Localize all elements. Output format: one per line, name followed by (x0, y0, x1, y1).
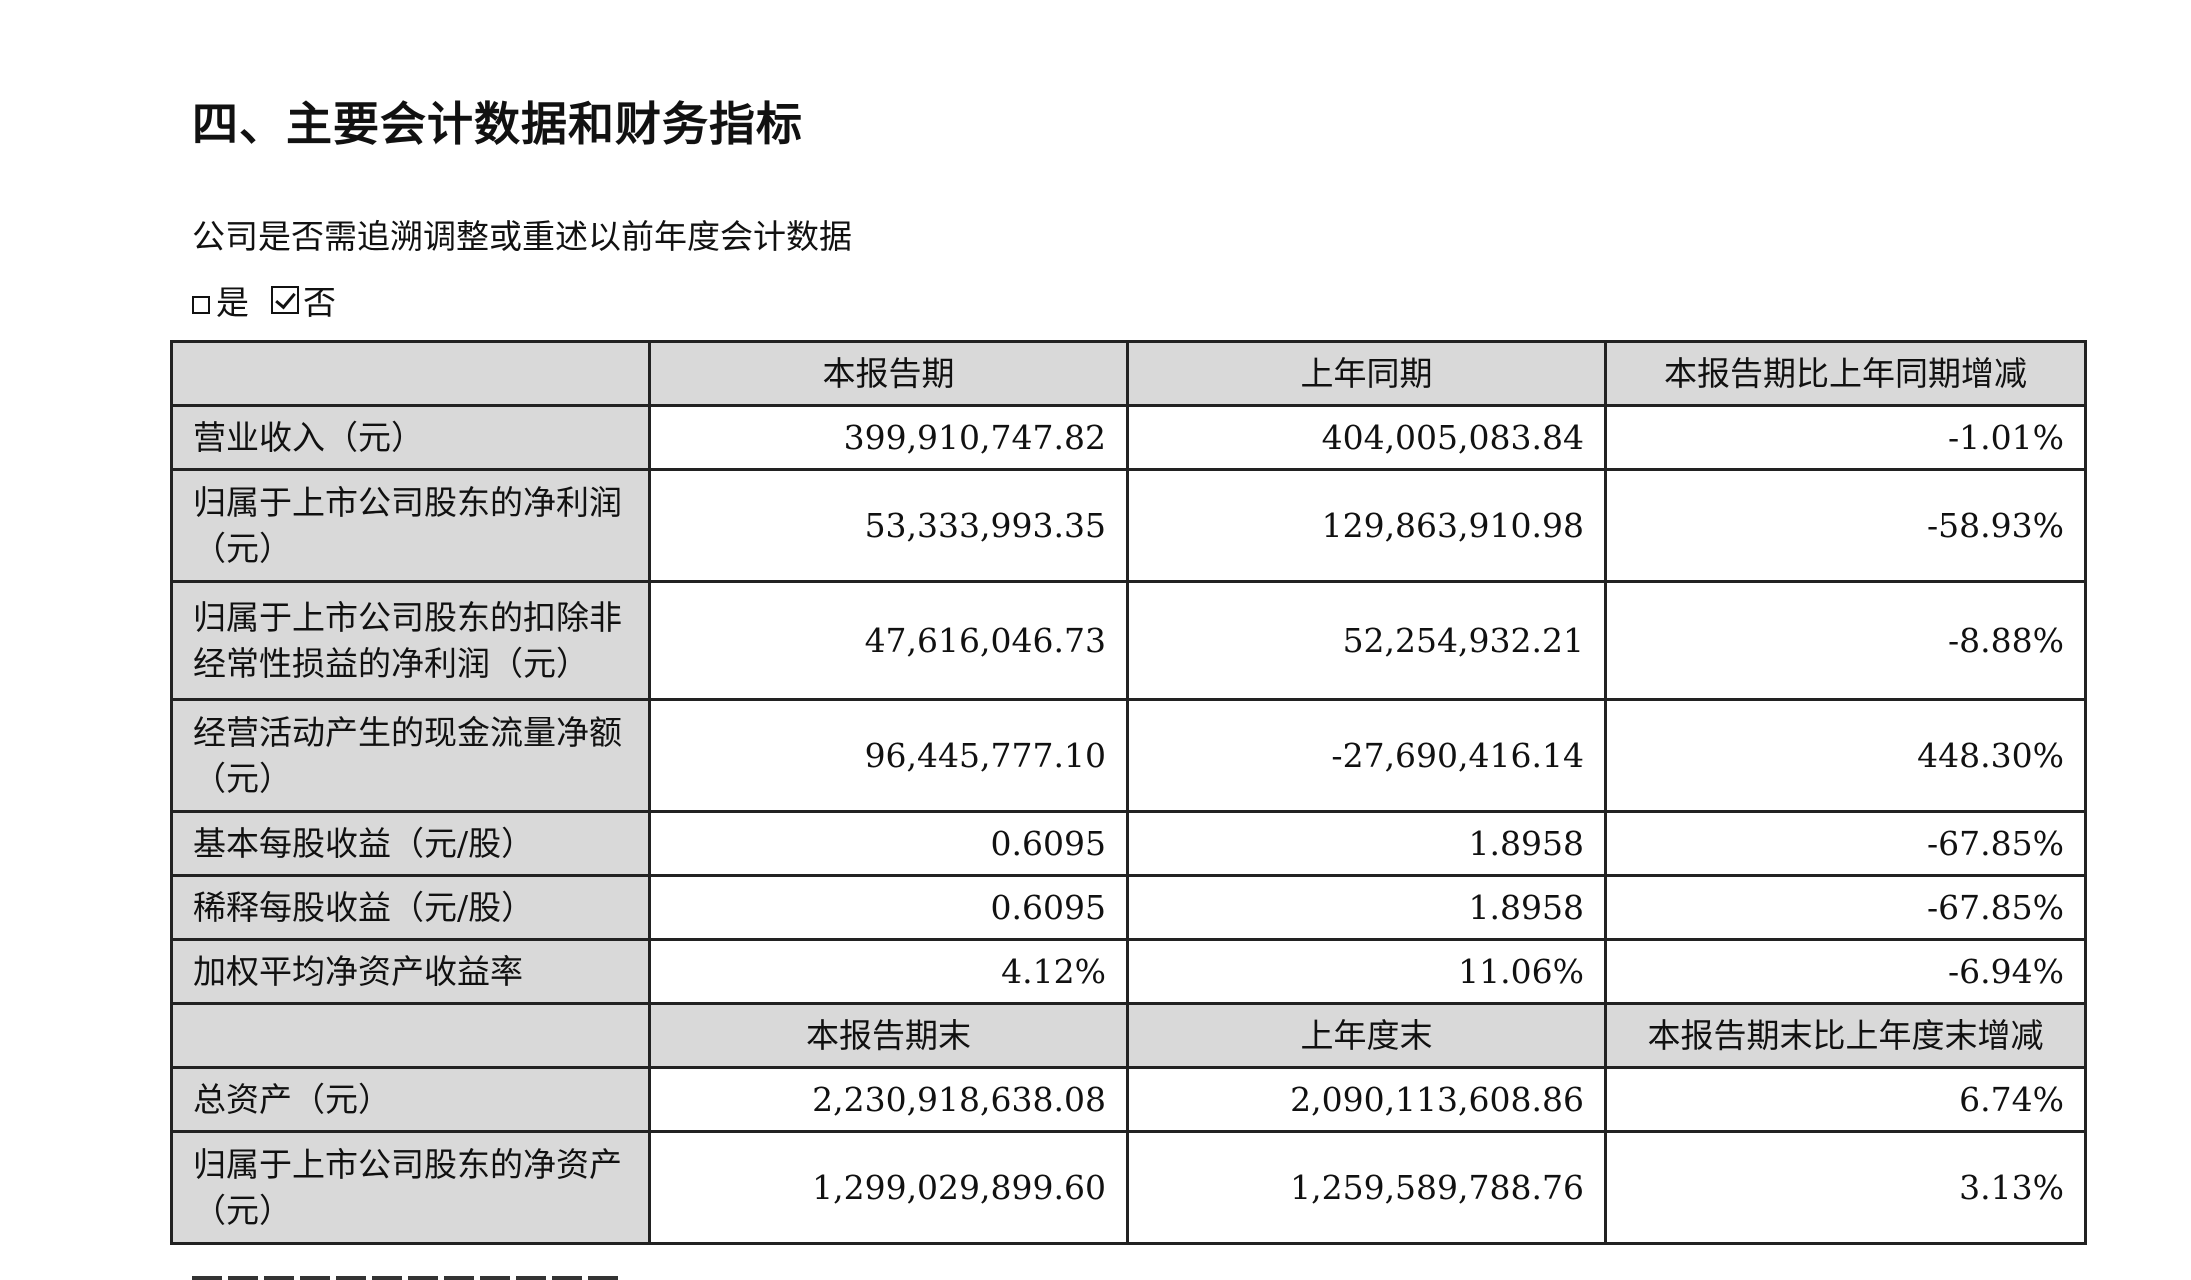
table-header-row: 本报告期 上年同期 本报告期比上年同期增减 (170, 340, 2087, 407)
section-heading: 四、主要会计数据和财务指标 (192, 97, 803, 151)
change-value: 6.74% (1604, 1066, 2087, 1133)
table-row: 经营活动产生的现金流量净额（元） 96,445,777.10 -27,690,4… (170, 698, 2087, 813)
table-row: 归属于上市公司股东的净资产（元） 1,299,029,899.60 1,259,… (170, 1130, 2087, 1245)
unchecked-box-icon (192, 296, 210, 314)
row-label: 营业收入（元） (170, 404, 651, 471)
prior-value: 2,090,113,608.86 (1126, 1066, 1607, 1133)
change-value: 448.30% (1604, 698, 2087, 813)
table-row: 营业收入（元） 399,910,747.82 404,005,083.84 -1… (170, 404, 2087, 471)
current-value: 4.12% (648, 938, 1129, 1005)
table-row: 归属于上市公司股东的净利润（元） 53,333,993.35 129,863,9… (170, 468, 2087, 583)
change-value: -67.85% (1604, 810, 2087, 877)
financial-indicators-table: 本报告期 上年同期 本报告期比上年同期增减 营业收入（元） 399,910,74… (170, 340, 2087, 1245)
current-value: 2,230,918,638.08 (648, 1066, 1129, 1133)
option-no[interactable]: 否 (271, 276, 336, 324)
prior-value: 1.8958 (1126, 874, 1607, 941)
row-label: 归属于上市公司股东的净利润（元） (170, 468, 651, 583)
current-value: 1,299,029,899.60 (648, 1130, 1129, 1245)
change-value: -58.93% (1604, 468, 2087, 583)
header-cell: 本报告期 (648, 340, 1129, 407)
option-yes-label: 是 (216, 283, 249, 322)
row-label: 归属于上市公司股东的净资产（元） (170, 1130, 651, 1245)
row-label: 经营活动产生的现金流量净额（元） (170, 698, 651, 813)
restatement-options: 是 否 (192, 276, 358, 324)
change-value: -1.01% (1604, 404, 2087, 471)
current-value: 0.6095 (648, 810, 1129, 877)
table-row: 总资产（元） 2,230,918,638.08 2,090,113,608.86… (170, 1066, 2087, 1133)
row-label: 基本每股收益（元/股） (170, 810, 651, 877)
header-cell: 本报告期比上年同期增减 (1604, 340, 2087, 407)
change-value: -67.85% (1604, 874, 2087, 941)
row-label: 加权平均净资产收益率 (170, 938, 651, 1005)
truncated-next-line (192, 1262, 792, 1280)
current-value: 96,445,777.10 (648, 698, 1129, 813)
row-label: 归属于上市公司股东的扣除非经常性损益的净利润（元） (170, 580, 651, 701)
option-yes[interactable]: 是 (192, 276, 249, 324)
table-row: 基本每股收益（元/股） 0.6095 1.8958 -67.85% (170, 810, 2087, 877)
current-value: 0.6095 (648, 874, 1129, 941)
prior-value: 52,254,932.21 (1126, 580, 1607, 701)
prior-value: 1,259,589,788.76 (1126, 1130, 1607, 1245)
current-value: 53,333,993.35 (648, 468, 1129, 583)
table-row: 归属于上市公司股东的扣除非经常性损益的净利润（元） 47,616,046.73 … (170, 580, 2087, 701)
row-label: 总资产（元） (170, 1066, 651, 1133)
table-row: 稀释每股收益（元/股） 0.6095 1.8958 -67.85% (170, 874, 2087, 941)
current-value: 47,616,046.73 (648, 580, 1129, 701)
checked-box-icon (271, 286, 299, 314)
header-cell: 上年同期 (1126, 340, 1607, 407)
restatement-question: 公司是否需追溯调整或重述以前年度会计数据 (192, 217, 852, 256)
header-cell (170, 340, 651, 407)
change-value: -8.88% (1604, 580, 2087, 701)
prior-value: 129,863,910.98 (1126, 468, 1607, 583)
current-value: 399,910,747.82 (648, 404, 1129, 471)
change-value: 3.13% (1604, 1130, 2087, 1245)
row-label: 稀释每股收益（元/股） (170, 874, 651, 941)
header-cell: 本报告期末比上年度末增减 (1604, 1002, 2087, 1069)
prior-value: 11.06% (1126, 938, 1607, 1005)
table-header-row: 本报告期末 上年度末 本报告期末比上年度末增减 (170, 1002, 2087, 1069)
header-cell: 本报告期末 (648, 1002, 1129, 1069)
prior-value: 404,005,083.84 (1126, 404, 1607, 471)
prior-value: -27,690,416.14 (1126, 698, 1607, 813)
table-row: 加权平均净资产收益率 4.12% 11.06% -6.94% (170, 938, 2087, 1005)
header-cell (170, 1002, 651, 1069)
prior-value: 1.8958 (1126, 810, 1607, 877)
option-no-label: 否 (303, 283, 336, 322)
change-value: -6.94% (1604, 938, 2087, 1005)
header-cell: 上年度末 (1126, 1002, 1607, 1069)
